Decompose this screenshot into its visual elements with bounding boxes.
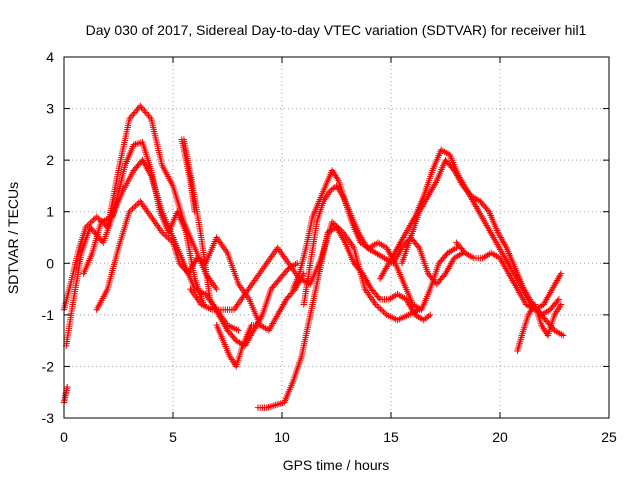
data-point (328, 218, 336, 226)
x-tick-label: 0 (60, 429, 68, 445)
data-point (131, 109, 139, 116)
data-point (130, 110, 137, 118)
x-axis-label: GPS time / hours (283, 457, 390, 473)
series-arc-14 (514, 301, 565, 355)
series-arc-8 (254, 223, 434, 411)
data-point (84, 222, 91, 229)
data-point (142, 109, 149, 116)
grid (64, 57, 609, 418)
data-point (133, 201, 141, 208)
data-point (427, 311, 434, 319)
data-point (127, 207, 135, 214)
data-point (93, 213, 100, 221)
y-tick-label: 3 (46, 101, 54, 117)
data-point (128, 112, 136, 119)
data-point (88, 218, 96, 225)
data-point (137, 102, 144, 110)
x-tick-label: 10 (274, 429, 290, 445)
y-tick-label: -2 (42, 358, 55, 374)
data-point (138, 104, 145, 111)
y-tick-label: 1 (46, 204, 54, 220)
y-tick-label: -3 (42, 410, 55, 426)
x-tick-label: 20 (492, 429, 508, 445)
data-point (378, 307, 386, 314)
data-point (375, 294, 383, 302)
plot-frame (63, 56, 610, 419)
y-tick-label: -1 (42, 307, 55, 323)
data-point (163, 233, 170, 240)
data-point (64, 383, 71, 391)
data-point (557, 270, 565, 277)
data-point (213, 285, 220, 293)
data-point (557, 301, 565, 308)
series-arc-4 (93, 198, 264, 329)
y-tick-label: 4 (46, 49, 54, 65)
y-tick-label: 0 (46, 255, 54, 271)
data-point (165, 235, 172, 242)
data-point (146, 114, 154, 121)
data-point (143, 110, 151, 118)
data-point (158, 229, 166, 236)
data-point (162, 232, 169, 239)
data-point (372, 301, 379, 308)
series-arc-7 (187, 218, 423, 324)
data-point (129, 205, 136, 212)
data-point (145, 112, 152, 119)
data-point (85, 221, 93, 228)
chart-title: Day 030 of 2017, Sidereal Day-to-day VTE… (86, 22, 587, 38)
y-tick-label: 2 (46, 152, 54, 168)
x-tick-label: 5 (169, 429, 177, 445)
data-point (191, 208, 198, 215)
x-tick-label: 15 (383, 429, 399, 445)
data-point (554, 297, 561, 305)
data-point (381, 310, 389, 317)
data-point (133, 107, 140, 115)
data-point (126, 208, 133, 215)
data-point (330, 220, 337, 227)
data-point (374, 302, 381, 310)
data-point (560, 332, 567, 339)
data-point (126, 115, 133, 123)
data-point (380, 308, 387, 316)
data-point (127, 114, 134, 121)
data-point (160, 230, 167, 238)
x-tick-label: 25 (601, 429, 617, 445)
data-point (130, 204, 138, 211)
data-point (414, 243, 422, 250)
data-points (60, 102, 567, 411)
data-point (377, 305, 384, 313)
data-point (166, 236, 174, 243)
data-point (375, 304, 383, 311)
data-point (90, 216, 97, 224)
axis-ticks: 0 5 10 15 20 25 -3 -2 -1 0 1 2 3 4 (42, 49, 617, 445)
data-point (134, 106, 141, 113)
data-point (484, 207, 492, 214)
data-point (132, 202, 139, 210)
data-point (168, 237, 175, 245)
data-point (141, 107, 148, 115)
data-point (555, 296, 563, 303)
data-point (235, 327, 242, 334)
y-axis-label: SDTVAR / TECUs (5, 182, 21, 294)
series-arc-12 (398, 156, 563, 319)
data-point (139, 106, 147, 113)
series-arc-16 (178, 136, 198, 215)
data-point (95, 215, 102, 222)
